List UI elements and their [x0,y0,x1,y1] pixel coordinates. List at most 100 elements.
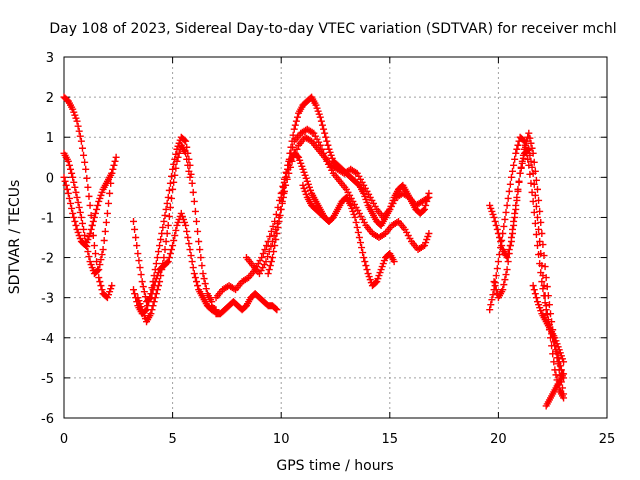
data-point [497,238,505,246]
data-point [541,263,549,271]
data-point [263,242,271,250]
data-point [360,254,368,262]
x-axis-label: GPS time / hours [276,458,393,474]
data-point [499,286,507,294]
data-point [491,282,499,290]
data-point [76,208,84,216]
data-point [519,136,527,144]
chart-title: Day 108 of 2023, Sidereal Day-to-day VTE… [49,21,616,37]
data-point [359,249,367,257]
data-point [162,238,170,246]
data-point [525,145,533,153]
data-point [495,251,503,259]
data-point [529,169,537,177]
data-point [174,153,182,161]
data-point [273,229,281,237]
data-point [85,192,93,200]
data-point [527,157,535,165]
series-track-o [490,145,568,402]
data-point [537,250,545,258]
data-point [190,270,198,278]
data-point [72,221,80,229]
data-point [284,165,292,173]
data-point [503,254,511,262]
data-point [93,205,101,213]
data-point [171,231,179,239]
data-point [105,199,113,207]
data-point [506,180,514,188]
data-point [536,207,544,215]
axis-tick-labels: 0 5 10 15 20 25 -6 -5 -4 -3 -2 -1 0 1 2 3 [41,51,615,447]
data-point [500,222,508,230]
data-point [94,266,102,274]
series-track-d [130,133,216,318]
data-point [264,253,272,261]
data-point [130,217,138,225]
data-point [283,169,291,177]
data-point [182,149,190,157]
data-point [535,225,543,233]
data-point [422,201,430,209]
data-point [168,194,176,202]
data-point [560,370,568,378]
data-point [74,198,82,206]
y-tick-label: -6 [41,412,54,427]
series-track-q [542,370,568,410]
data-point [277,193,285,201]
series-track-p [529,282,568,366]
data-point [101,227,109,235]
data-point [358,244,366,252]
series-track-j [264,93,433,278]
data-point [159,223,167,231]
series-track-l [299,181,333,225]
x-tick-label: 0 [60,432,68,447]
data-point [67,199,75,207]
data-point [550,358,558,366]
data-point [152,290,160,298]
data-point [136,264,144,272]
data-point [488,296,496,304]
data-point [393,218,401,226]
data-point [494,258,502,266]
data-point [486,306,494,314]
data-point [492,286,500,294]
x-tick-label: 5 [168,432,176,447]
data-point [272,305,280,313]
data-point [278,199,286,207]
data-point [267,258,275,266]
data-point [551,366,559,374]
data-point [183,155,191,163]
data-point [505,250,513,258]
data-point [71,217,79,225]
data-point [500,281,508,289]
data-point [161,246,169,254]
data-point [536,238,544,246]
data-point [538,262,546,270]
data-point [492,221,500,229]
data-point [140,288,148,296]
data-point [515,177,523,185]
data-point [190,197,198,205]
data-point [278,188,286,196]
data-point [293,145,301,153]
data-point [130,286,138,294]
data-point [158,266,166,274]
data-point [267,227,275,235]
y-tick-label: 1 [46,131,54,146]
data-point [290,125,298,133]
data-point [553,354,561,362]
data-point [69,209,77,217]
data-point [514,141,522,149]
data-point [91,250,99,258]
data-point [267,243,275,251]
data-point [64,157,72,165]
data-point [133,242,141,250]
data-point [161,211,169,219]
y-tick-label: -4 [41,332,54,347]
data-point [71,183,79,191]
data-point [164,221,172,229]
data-point [266,262,274,270]
y-axis-label: SDTVAR / TECUs [7,180,23,295]
data-point [191,207,199,215]
data-point [152,260,160,268]
